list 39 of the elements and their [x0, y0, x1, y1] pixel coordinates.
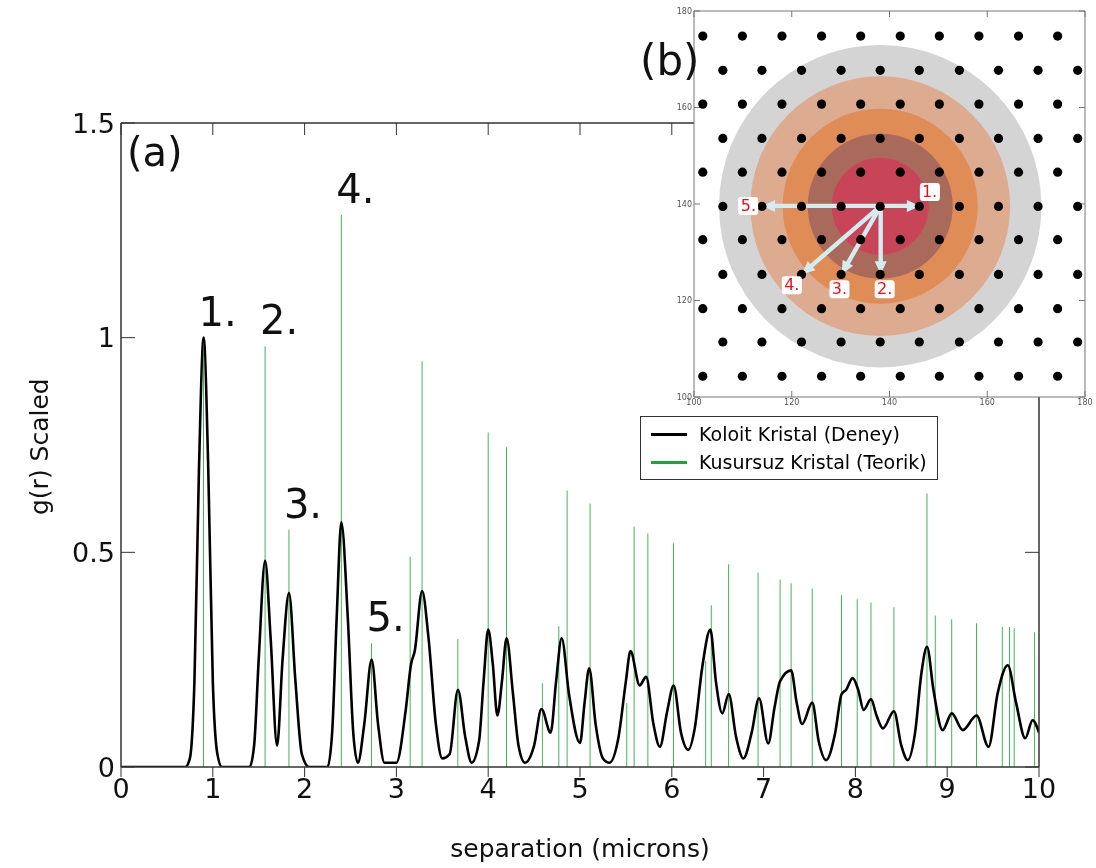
annotation: (a) [127, 129, 183, 175]
x-tick-label: 8 [846, 773, 864, 805]
y-tick-label: 140 [676, 199, 692, 209]
x-axis-title: separation (microns) [450, 834, 710, 863]
x-tick-label: 4 [479, 773, 497, 805]
annotation: 4. [336, 165, 375, 212]
annotation: 5. [740, 195, 757, 215]
y-tick-label: 120 [676, 296, 692, 306]
annotation: 3. [283, 480, 323, 527]
annotation: 5. [366, 594, 405, 641]
x-tick-label: 180 [1077, 397, 1093, 407]
x-tick-label: 9 [938, 773, 956, 805]
x-tick-label: 120 [784, 397, 800, 407]
y-tick-label: 0 [97, 751, 115, 783]
x-tick-label: 7 [755, 773, 773, 805]
annotation: 4. [784, 275, 800, 295]
annotation: 3. [831, 279, 848, 299]
x-tick-label: 100 [686, 397, 702, 407]
x-tick-label: 2 [296, 773, 314, 805]
annotation: 1. [198, 288, 237, 335]
x-tick-label: 160 [979, 397, 995, 407]
annotation: 2. [260, 297, 299, 344]
y-tick-label: 180 [676, 6, 692, 16]
annotation: 1. [921, 181, 938, 201]
x-tick-label: 6 [663, 773, 681, 805]
annotation: 2. [877, 279, 893, 299]
legend-label: Kusursuz Kristal (Teorik) [699, 451, 927, 473]
y-axis-title: g(r) Scaled [24, 378, 54, 515]
legend-label: Koloit Kristal (Deney) [699, 423, 900, 445]
y-tick-label: 160 [676, 103, 692, 113]
x-tick-label: 140 [881, 397, 898, 407]
x-tick-label: 5 [571, 773, 589, 805]
annotation: (b) [640, 36, 700, 85]
x-tick-label: 10 [1021, 773, 1057, 805]
y-tick-label: 1.5 [72, 107, 115, 139]
y-tick-label: 1 [97, 322, 115, 354]
x-tick-label: 3 [387, 773, 405, 805]
y-tick-label: 0.5 [72, 536, 115, 568]
x-tick-label: 1 [204, 773, 222, 805]
